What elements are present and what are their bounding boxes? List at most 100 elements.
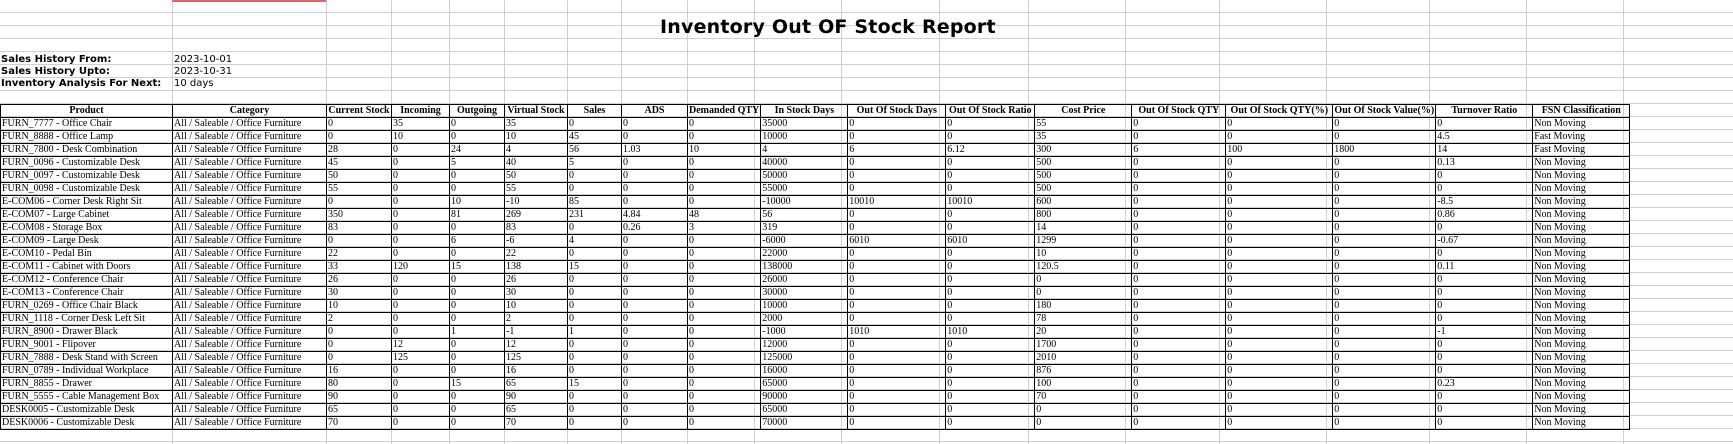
table-cell[interactable]: 0	[449, 364, 505, 378]
table-cell[interactable]: 0	[1332, 117, 1437, 131]
table-cell[interactable]: 100	[1225, 143, 1334, 157]
table-cell[interactable]: 0	[449, 130, 505, 144]
table-cell[interactable]: Non Moving	[1532, 234, 1631, 248]
table-cell[interactable]: 0	[1225, 364, 1334, 378]
table-cell[interactable]: 0.23	[1435, 377, 1534, 391]
table-cell[interactable]: All / Saleable / Office Furniture	[172, 143, 327, 157]
table-cell[interactable]: 0	[1332, 403, 1437, 417]
column-header[interactable]: Current Stock	[326, 104, 392, 118]
table-cell[interactable]: 0	[945, 351, 1036, 365]
table-cell[interactable]: 10010	[847, 195, 947, 209]
table-cell[interactable]: 0	[449, 169, 505, 183]
table-cell[interactable]: 0	[1034, 416, 1133, 430]
table-cell[interactable]: 0	[945, 182, 1036, 196]
table-cell[interactable]: 5	[449, 156, 505, 170]
table-cell[interactable]: FURN_0097 - Customizable Desk	[0, 169, 173, 183]
table-cell[interactable]: 0.11	[1435, 260, 1534, 274]
table-cell[interactable]: 33	[326, 260, 392, 274]
table-cell[interactable]: 50	[504, 169, 568, 183]
table-cell[interactable]: E-COM06 - Corner Desk Right Sit	[0, 195, 173, 209]
table-cell[interactable]: 0	[1435, 390, 1534, 404]
table-cell[interactable]: 0	[326, 325, 392, 339]
table-cell[interactable]: 0	[391, 234, 450, 248]
table-cell[interactable]: 0	[1435, 312, 1534, 326]
table-cell[interactable]: 0	[567, 364, 622, 378]
table-cell[interactable]: FURN_1118 - Corner Desk Left Sit	[0, 312, 173, 326]
table-cell[interactable]: 0	[1332, 130, 1437, 144]
table-cell[interactable]: All / Saleable / Office Furniture	[172, 247, 327, 261]
table-cell[interactable]: All / Saleable / Office Furniture	[172, 351, 327, 365]
column-header[interactable]: Cost Price	[1034, 104, 1133, 118]
table-cell[interactable]: 1010	[847, 325, 947, 339]
column-header[interactable]: Out Of Stock Ratio	[945, 104, 1036, 118]
table-cell[interactable]: 876	[1034, 364, 1133, 378]
table-cell[interactable]: 0	[621, 416, 688, 430]
table-cell[interactable]: 90	[326, 390, 392, 404]
table-cell[interactable]: 0	[567, 416, 622, 430]
table-cell[interactable]: 0	[449, 286, 505, 300]
table-cell[interactable]: 35	[504, 117, 568, 131]
table-cell[interactable]: 4	[567, 234, 622, 248]
table-cell[interactable]: Non Moving	[1532, 182, 1631, 196]
table-cell[interactable]: 65	[504, 377, 568, 391]
table-cell[interactable]: 0	[391, 143, 450, 157]
table-cell[interactable]: 1	[567, 325, 622, 339]
table-cell[interactable]: 0	[1131, 169, 1227, 183]
table-cell[interactable]: 0	[391, 182, 450, 196]
table-cell[interactable]: 0	[567, 299, 622, 313]
table-cell[interactable]: Non Moving	[1532, 286, 1631, 300]
table-cell[interactable]: 0	[686, 286, 762, 300]
table-cell[interactable]: 6.12	[945, 143, 1036, 157]
table-cell[interactable]: 0	[1332, 325, 1437, 339]
table-cell[interactable]: All / Saleable / Office Furniture	[172, 273, 327, 287]
table-cell[interactable]: 56	[567, 143, 622, 157]
table-cell[interactable]: 0	[449, 273, 505, 287]
table-cell[interactable]: 0	[1225, 299, 1334, 313]
table-cell[interactable]: 0	[567, 338, 622, 352]
table-cell[interactable]: 0	[1225, 182, 1334, 196]
table-cell[interactable]: Non Moving	[1532, 208, 1631, 222]
table-cell[interactable]: E-COM13 - Conference Chair	[0, 286, 173, 300]
table-cell[interactable]: 0	[391, 377, 450, 391]
table-cell[interactable]: 0	[1225, 130, 1334, 144]
table-cell[interactable]: Non Moving	[1532, 377, 1631, 391]
table-cell[interactable]: 0	[945, 377, 1036, 391]
table-cell[interactable]: 0	[847, 156, 947, 170]
table-cell[interactable]: 0	[1332, 234, 1437, 248]
column-header[interactable]: ADS	[621, 104, 688, 118]
table-cell[interactable]: 0	[621, 390, 688, 404]
table-cell[interactable]: 0	[1225, 286, 1334, 300]
table-cell[interactable]: 0	[686, 416, 762, 430]
table-cell[interactable]: 10	[504, 130, 568, 144]
table-cell[interactable]: 0	[1131, 247, 1227, 261]
table-cell[interactable]: FURN_8855 - Drawer	[0, 377, 173, 391]
table-cell[interactable]: 40	[504, 156, 568, 170]
table-cell[interactable]: 0	[567, 221, 622, 235]
column-header[interactable]: Out Of Stock Days	[847, 104, 947, 118]
table-cell[interactable]: 0	[449, 117, 505, 131]
table-cell[interactable]: 0	[449, 338, 505, 352]
table-cell[interactable]: 4.5	[1435, 130, 1534, 144]
table-cell[interactable]: Non Moving	[1532, 338, 1631, 352]
table-cell[interactable]: 0	[945, 299, 1036, 313]
table-cell[interactable]: 40000	[760, 156, 849, 170]
table-cell[interactable]: 0	[621, 286, 688, 300]
table-cell[interactable]: 26	[326, 273, 392, 287]
table-cell[interactable]: 0	[945, 260, 1036, 274]
table-cell[interactable]: 0	[1435, 299, 1534, 313]
table-cell[interactable]: 0.26	[621, 221, 688, 235]
table-cell[interactable]: 0	[686, 351, 762, 365]
table-cell[interactable]: 0	[1435, 169, 1534, 183]
table-cell[interactable]: Non Moving	[1532, 390, 1631, 404]
column-header[interactable]: Incoming	[391, 104, 450, 118]
column-header[interactable]: FSN Classification	[1532, 104, 1631, 118]
table-cell[interactable]: 0	[1131, 377, 1227, 391]
column-header[interactable]: Category	[172, 104, 327, 118]
table-cell[interactable]: 0	[621, 351, 688, 365]
table-cell[interactable]: 1700	[1034, 338, 1133, 352]
table-cell[interactable]: 0	[391, 208, 450, 222]
table-cell[interactable]: 0	[391, 312, 450, 326]
table-cell[interactable]: 0	[945, 286, 1036, 300]
table-cell[interactable]: Non Moving	[1532, 325, 1631, 339]
table-cell[interactable]: 0	[1435, 117, 1534, 131]
